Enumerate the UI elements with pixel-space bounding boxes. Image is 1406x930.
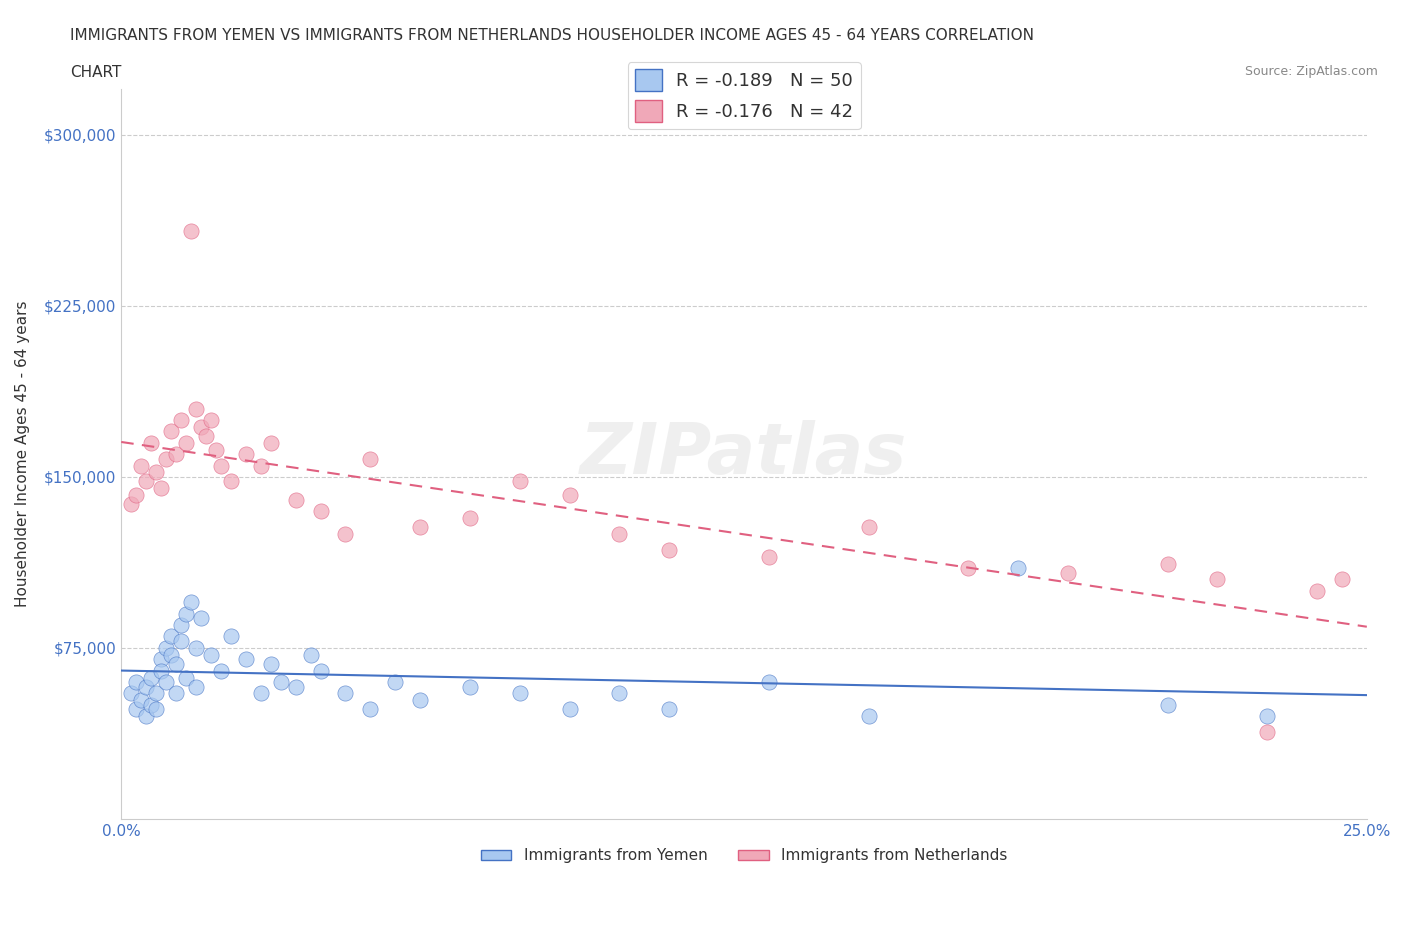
Y-axis label: Householder Income Ages 45 - 64 years: Householder Income Ages 45 - 64 years <box>15 301 30 607</box>
Point <box>1206 572 1229 587</box>
Point <box>174 606 197 621</box>
Point <box>194 429 217 444</box>
Point <box>1256 709 1278 724</box>
Point <box>658 702 681 717</box>
Point <box>174 435 197 450</box>
Point <box>260 657 283 671</box>
Point <box>165 657 187 671</box>
Point <box>409 693 432 708</box>
Point <box>180 595 202 610</box>
Text: IMMIGRANTS FROM YEMEN VS IMMIGRANTS FROM NETHERLANDS HOUSEHOLDER INCOME AGES 45 : IMMIGRANTS FROM YEMEN VS IMMIGRANTS FROM… <box>70 28 1035 43</box>
Point <box>458 511 481 525</box>
Point <box>174 671 197 685</box>
Point <box>235 652 257 667</box>
Text: CHART: CHART <box>70 65 122 80</box>
Point <box>309 663 332 678</box>
Point <box>1330 572 1353 587</box>
Point <box>359 702 381 717</box>
Point <box>209 458 232 473</box>
Point <box>170 618 193 632</box>
Point <box>558 702 581 717</box>
Point <box>509 474 531 489</box>
Point <box>125 702 148 717</box>
Point <box>284 679 307 694</box>
Point <box>155 641 177 656</box>
Point <box>190 611 212 626</box>
Point <box>249 686 271 701</box>
Point <box>249 458 271 473</box>
Point <box>309 504 332 519</box>
Point <box>139 435 162 450</box>
Point <box>957 561 980 576</box>
Point <box>299 647 322 662</box>
Point <box>409 520 432 535</box>
Point <box>609 526 631 541</box>
Point <box>1156 556 1178 571</box>
Point <box>165 686 187 701</box>
Point <box>1256 724 1278 739</box>
Point <box>1007 561 1029 576</box>
Point <box>384 674 406 689</box>
Point <box>135 679 157 694</box>
Point <box>145 702 167 717</box>
Point <box>120 497 142 512</box>
Point <box>135 474 157 489</box>
Point <box>1156 698 1178 712</box>
Point <box>758 550 780 565</box>
Point <box>219 629 242 644</box>
Point <box>184 679 207 694</box>
Point <box>184 641 207 656</box>
Point <box>139 671 162 685</box>
Point <box>858 520 880 535</box>
Point <box>235 446 257 461</box>
Point <box>270 674 292 689</box>
Point <box>335 686 357 701</box>
Point <box>359 451 381 466</box>
Point <box>260 435 283 450</box>
Point <box>155 451 177 466</box>
Point <box>458 679 481 694</box>
Point <box>200 413 222 428</box>
Point <box>135 709 157 724</box>
Point <box>219 474 242 489</box>
Point <box>160 647 183 662</box>
Point <box>190 419 212 434</box>
Point <box>125 674 148 689</box>
Point <box>1057 565 1080 580</box>
Point <box>150 652 173 667</box>
Point <box>758 674 780 689</box>
Point <box>125 487 148 502</box>
Point <box>558 487 581 502</box>
Point <box>200 647 222 662</box>
Point <box>139 698 162 712</box>
Point <box>335 526 357 541</box>
Point <box>160 424 183 439</box>
Point <box>129 693 152 708</box>
Point <box>129 458 152 473</box>
Point <box>150 481 173 496</box>
Point <box>184 401 207 416</box>
Point <box>120 686 142 701</box>
Legend: Immigrants from Yemen, Immigrants from Netherlands: Immigrants from Yemen, Immigrants from N… <box>475 843 1014 870</box>
Text: ZIPatlas: ZIPatlas <box>581 419 908 488</box>
Point <box>150 663 173 678</box>
Point <box>170 413 193 428</box>
Point <box>284 492 307 507</box>
Point <box>145 686 167 701</box>
Text: Source: ZipAtlas.com: Source: ZipAtlas.com <box>1244 65 1378 78</box>
Point <box>155 674 177 689</box>
Point <box>609 686 631 701</box>
Point <box>180 223 202 238</box>
Point <box>1306 583 1329 598</box>
Point <box>160 629 183 644</box>
Point <box>209 663 232 678</box>
Point <box>858 709 880 724</box>
Point <box>205 442 228 457</box>
Point <box>145 465 167 480</box>
Point <box>170 633 193 648</box>
Point <box>165 446 187 461</box>
Point <box>509 686 531 701</box>
Point <box>658 542 681 557</box>
